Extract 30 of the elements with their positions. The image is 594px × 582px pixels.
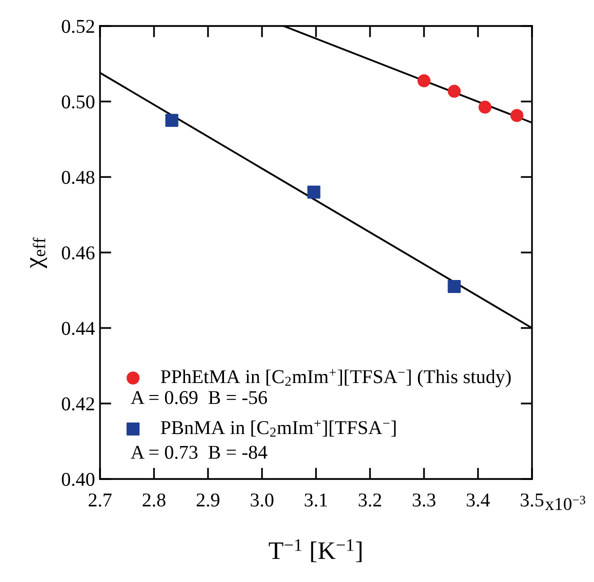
x-tick-label: 3.3	[412, 494, 436, 507]
point	[448, 84, 461, 98]
x-axis-title: T$^{−1}$ [K$^{−1}$]	[268, 539, 362, 562]
text: x10$^{−3}$	[545, 496, 586, 510]
y-tick-label: 0.50	[62, 95, 94, 109]
x-tick-label: 3.4	[466, 494, 490, 507]
y-tick-label: 0.46	[62, 246, 95, 260]
legend-label: PBnMA in [C$_{2}$mIm$^{+}$][TFSA$^{−}$]	[160, 420, 396, 437]
x-tick-label: 3.5	[520, 494, 544, 507]
annotation: A = 0.69 B = -56	[130, 391, 267, 404]
annotation: A = 0.73 B = -84	[130, 446, 268, 459]
y-tick-label: 0.44	[62, 322, 95, 336]
point	[417, 74, 431, 88]
point	[165, 114, 178, 127]
x-tick-label: 2.7	[88, 494, 112, 507]
x-tick-label: 2.9	[196, 494, 220, 507]
x-tick-label: 2.8	[142, 493, 166, 507]
legend-label: PPhEtMA in [C$_{2}$mIm$^{+}$][TFSA$^{−}$] (This study)	[160, 369, 511, 388]
y-tick-label: 0.40	[62, 472, 94, 486]
x-tick-label: 3.0	[250, 493, 274, 507]
point	[307, 186, 320, 199]
point	[478, 100, 492, 114]
point	[448, 280, 461, 293]
x-tick-label: 3.1	[304, 494, 327, 507]
y-tick-label: 0.48	[62, 170, 94, 184]
x-tick-label: 3.2	[358, 494, 382, 507]
y-tick-label: 0.52	[62, 20, 94, 34]
y-tick-label: 0.42	[62, 397, 94, 411]
y-axis-title: χ$_{eff}$	[30, 238, 48, 268]
point	[510, 108, 524, 122]
